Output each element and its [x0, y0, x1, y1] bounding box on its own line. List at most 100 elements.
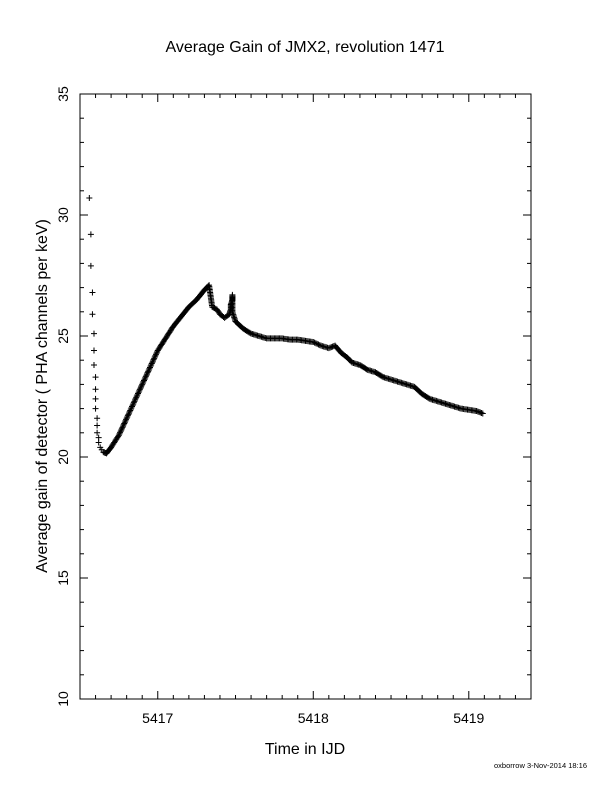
data-point — [151, 354, 158, 361]
data-point — [143, 372, 150, 379]
data-point — [86, 195, 93, 202]
chart-title: Average Gain of JMX2, revolution 1471 — [166, 39, 445, 56]
y-axis-label: Average gain of detector ( PHA channels … — [34, 219, 51, 573]
data-point — [120, 423, 127, 430]
data-point — [312, 340, 319, 347]
data-point — [130, 399, 137, 406]
data-point — [314, 340, 321, 347]
data-point — [140, 378, 147, 385]
data-point — [121, 420, 128, 427]
data-point — [90, 347, 97, 354]
data-point — [148, 361, 155, 368]
data-point — [151, 355, 158, 362]
y-tick-label: 35 — [55, 86, 71, 102]
data-point — [89, 311, 96, 318]
data-point — [123, 416, 130, 423]
data-point — [149, 359, 156, 366]
data-point — [126, 410, 133, 417]
data-point — [153, 350, 160, 357]
data-point — [92, 386, 99, 393]
data-point — [138, 382, 145, 389]
data-point — [127, 407, 134, 414]
data-point — [94, 415, 101, 422]
data-point — [142, 374, 149, 381]
data-point — [115, 433, 122, 440]
data-point — [150, 356, 157, 363]
data-point — [141, 376, 148, 383]
axis-ticks: 10 15 20 25 30 35 5417 5418 5419 — [55, 86, 532, 726]
data-point — [92, 395, 99, 402]
data-point — [126, 408, 133, 415]
data-point — [139, 380, 146, 387]
data-point — [127, 406, 134, 413]
data-point — [311, 339, 318, 346]
data-point — [129, 402, 136, 409]
data-point — [87, 231, 94, 238]
data-point — [132, 397, 139, 404]
data-point — [148, 360, 155, 367]
data-point — [122, 417, 129, 424]
footer-credit: oxborrow 3-Nov-2014 18:16 — [494, 761, 587, 770]
data-point — [136, 387, 143, 394]
data-point — [316, 342, 323, 349]
data-point — [87, 262, 94, 269]
data-point — [123, 415, 130, 422]
data-point — [118, 427, 125, 434]
y-tick-label: 10 — [55, 691, 71, 707]
data-point — [90, 362, 97, 369]
data-point — [131, 398, 138, 405]
data-point — [143, 370, 150, 377]
data-point — [146, 365, 153, 372]
data-point — [89, 289, 96, 296]
data-point — [117, 428, 124, 435]
data-point — [138, 384, 145, 391]
data-point — [121, 419, 128, 426]
data-point — [124, 413, 131, 420]
data-point — [146, 364, 153, 371]
data-point — [125, 411, 132, 418]
data-point — [117, 429, 124, 436]
data-point — [92, 405, 99, 412]
data-point — [135, 390, 142, 397]
data-point — [128, 404, 135, 411]
data-point — [92, 374, 99, 381]
x-tick-label: 5418 — [298, 710, 329, 726]
data-point — [149, 357, 156, 364]
y-tick-label: 25 — [55, 328, 71, 344]
data-point — [136, 386, 143, 393]
data-point — [129, 403, 136, 410]
data-point — [142, 373, 149, 380]
data-point — [95, 439, 102, 446]
data-point — [147, 363, 154, 370]
x-axis-label: Time in IJD — [265, 741, 345, 758]
data-points — [86, 195, 486, 457]
data-point — [315, 341, 322, 348]
data-point — [479, 410, 486, 417]
data-point — [90, 330, 97, 337]
data-point — [141, 377, 148, 384]
data-point — [132, 395, 139, 402]
data-point — [124, 412, 131, 419]
data-point — [145, 367, 152, 374]
data-point — [119, 424, 126, 431]
data-point — [310, 339, 317, 346]
plot-frame — [79, 93, 532, 700]
data-point — [134, 391, 141, 398]
data-point — [133, 393, 140, 400]
y-tick-label: 30 — [55, 207, 71, 223]
data-point — [118, 425, 125, 432]
data-point — [154, 348, 161, 355]
data-point — [135, 389, 142, 396]
data-point — [144, 369, 151, 376]
data-point — [94, 422, 101, 429]
data-point — [133, 394, 140, 401]
data-point — [152, 351, 159, 358]
data-point — [139, 381, 146, 388]
x-tick-label: 5419 — [453, 710, 484, 726]
data-point — [115, 432, 122, 439]
data-point — [130, 400, 137, 407]
data-point — [116, 430, 123, 437]
data-point — [120, 421, 127, 428]
data-point — [152, 352, 159, 359]
